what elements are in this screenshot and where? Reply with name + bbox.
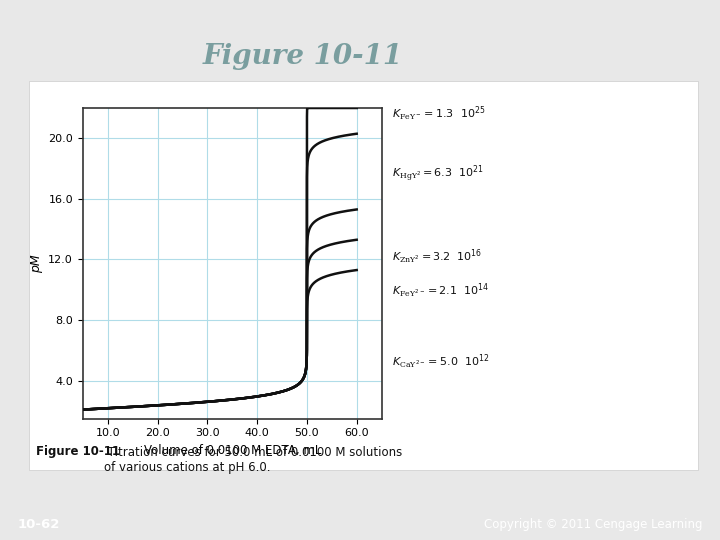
Text: $K_{\mathregular{HgY}^{2}} = 6.3$  $10^{21}$: $K_{\mathregular{HgY}^{2}} = 6.3$ $10^{2…: [392, 164, 485, 184]
Text: Figure 10-11: Figure 10-11: [202, 43, 402, 70]
Text: Titration curves for 50.0 mL of 0.0100 M solutions
of various cations at pH 6.0.: Titration curves for 50.0 mL of 0.0100 M…: [104, 446, 402, 474]
Text: Copyright © 2011 Cengage Learning: Copyright © 2011 Cengage Learning: [484, 518, 702, 531]
Text: $K_{\mathregular{FeY}^-} = 1.3$  $10^{25}$: $K_{\mathregular{FeY}^-} = 1.3$ $10^{25}…: [392, 104, 486, 123]
Y-axis label: pM: pM: [30, 254, 42, 273]
Text: $K_{\mathregular{FeY}^{2-}} = 2.1$  $10^{14}$: $K_{\mathregular{FeY}^{2-}} = 2.1$ $10^{…: [392, 281, 490, 300]
Text: $K_{\mathregular{ZnY}^{2}} = 3.2$  $10^{16}$: $K_{\mathregular{ZnY}^{2}} = 3.2$ $10^{1…: [392, 247, 482, 266]
Text: Figure 10-11: Figure 10-11: [36, 446, 120, 458]
Text: 10-62: 10-62: [18, 518, 60, 531]
X-axis label: Volume of 0.0100 M EDTA, mL: Volume of 0.0100 M EDTA, mL: [143, 444, 321, 457]
Text: $K_{\mathregular{CaY}^{2-}} = 5.0$  $10^{12}$: $K_{\mathregular{CaY}^{2-}} = 5.0$ $10^{…: [392, 353, 490, 371]
